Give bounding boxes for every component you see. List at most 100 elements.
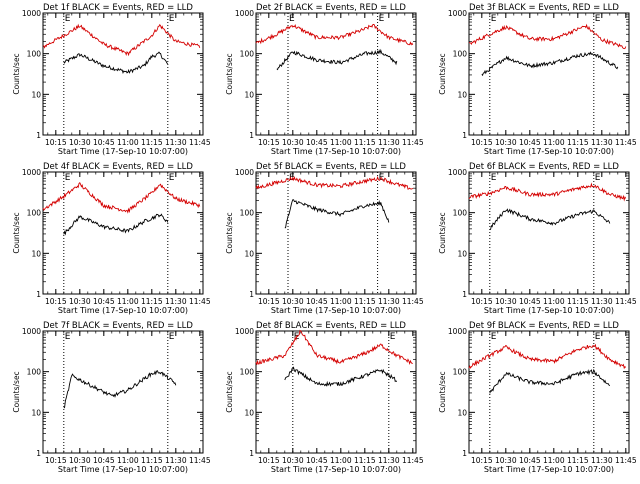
series-lld-line bbox=[468, 182, 627, 202]
series-events-line bbox=[489, 208, 611, 231]
x-axis-label: Start Time (17-Sep-10 10:07:00) bbox=[271, 306, 401, 315]
x-tick-label: 11:00 bbox=[543, 297, 565, 306]
series-events-line bbox=[63, 51, 169, 74]
event-marker-label: E bbox=[169, 14, 175, 24]
y-axis-label: Counts/sec bbox=[12, 53, 21, 94]
x-axis-label: Start Time (17-Sep-10 10:07:00) bbox=[58, 465, 188, 474]
event-marker-label: E bbox=[595, 14, 601, 24]
y-tick-label: 1000 bbox=[22, 168, 41, 177]
x-tick-label: 10:45 bbox=[93, 456, 115, 465]
y-tick-label: 1 bbox=[462, 449, 467, 458]
y-tick-label: 10 bbox=[31, 408, 41, 417]
y-tick-label: 100 bbox=[27, 209, 42, 218]
series-events-line bbox=[63, 213, 169, 236]
x-tick-label: 10:45 bbox=[306, 138, 328, 147]
x-tick-label: 10:45 bbox=[93, 297, 115, 306]
x-tick-label: 11:00 bbox=[117, 138, 139, 147]
series-lld-line bbox=[255, 23, 414, 46]
y-tick-label: 1000 bbox=[235, 168, 254, 177]
x-tick-label: 11:00 bbox=[117, 297, 139, 306]
x-tick-label: 11:30 bbox=[591, 456, 613, 465]
x-tick-label: 10:30 bbox=[69, 297, 91, 306]
panel-3: Det 3f BLACK = Events, RED = LLD 1 10 100 10… bbox=[438, 3, 637, 156]
panel-4: Det 4f BLACK = Events, RED = LLD 1 10 100 10… bbox=[12, 162, 211, 315]
event-marker-label: E bbox=[379, 14, 385, 24]
y-tick-label: 100 bbox=[240, 368, 255, 377]
x-tick-label: 11:15 bbox=[141, 138, 163, 147]
panel-title: Det 2f BLACK = Events, RED = LLD bbox=[256, 3, 406, 13]
x-tick-label: 11:00 bbox=[117, 456, 139, 465]
x-axis-label: Start Time (17-Sep-10 10:07:00) bbox=[484, 306, 614, 315]
event-marker-label: E bbox=[491, 332, 497, 342]
panel-7: Det 7f BLACK = Events, RED = LLD 1 10 100 10… bbox=[12, 321, 211, 474]
x-tick-label: 10:15 bbox=[471, 456, 493, 465]
x-tick-label: 11:00 bbox=[330, 138, 352, 147]
x-tick-label: 10:15 bbox=[45, 138, 67, 147]
x-axis-label: Start Time (17-Sep-10 10:07:00) bbox=[271, 147, 401, 156]
x-tick-label: 10:45 bbox=[519, 456, 541, 465]
x-tick-label: 11:45 bbox=[402, 297, 424, 306]
panel-2: Det 2f BLACK = Events, RED = LLD 1 10 100 10… bbox=[225, 3, 424, 156]
event-marker-label: E bbox=[65, 173, 71, 183]
x-tick-label: 11:15 bbox=[567, 138, 589, 147]
y-tick-label: 1000 bbox=[448, 327, 467, 336]
event-marker-label: E bbox=[169, 173, 175, 183]
series-events-line bbox=[63, 370, 177, 409]
plot-frame bbox=[42, 330, 204, 454]
plot-frame bbox=[255, 330, 417, 454]
x-tick-label: 11:00 bbox=[330, 456, 352, 465]
y-tick-label: 1000 bbox=[235, 9, 254, 18]
event-marker-label: E bbox=[169, 332, 175, 342]
x-tick-label: 11:15 bbox=[354, 456, 376, 465]
panel-9: Det 9f BLACK = Events, RED = LLD 1 10 100 10… bbox=[438, 321, 637, 474]
series-lld-line bbox=[255, 175, 414, 190]
x-tick-label: 10:15 bbox=[45, 297, 67, 306]
x-tick-label: 11:45 bbox=[189, 297, 211, 306]
x-tick-label: 11:15 bbox=[354, 297, 376, 306]
x-tick-label: 11:30 bbox=[591, 138, 613, 147]
y-tick-label: 100 bbox=[240, 50, 255, 59]
panel-title: Det 4f BLACK = Events, RED = LLD bbox=[43, 162, 193, 172]
x-tick-label: 11:30 bbox=[165, 297, 187, 306]
y-tick-label: 100 bbox=[27, 368, 42, 377]
y-axis-label: Counts/sec bbox=[225, 371, 234, 412]
y-tick-label: 100 bbox=[240, 209, 255, 218]
x-tick-label: 10:30 bbox=[495, 456, 517, 465]
y-tick-label: 10 bbox=[244, 249, 254, 258]
series-events-line bbox=[276, 48, 398, 71]
x-tick-label: 10:15 bbox=[45, 456, 67, 465]
x-tick-label: 11:30 bbox=[378, 456, 400, 465]
y-axis-label: Counts/sec bbox=[12, 371, 21, 412]
series-events-line bbox=[481, 51, 619, 77]
x-tick-label: 10:45 bbox=[306, 456, 328, 465]
panel-title: Det 6f BLACK = Events, RED = LLD bbox=[469, 162, 619, 172]
x-tick-label: 11:45 bbox=[402, 456, 424, 465]
panel-6: Det 6f BLACK = Events, RED = LLD 1 10 100 10… bbox=[438, 162, 637, 315]
x-tick-label: 10:15 bbox=[258, 456, 280, 465]
y-axis-label: Counts/sec bbox=[438, 53, 447, 94]
y-tick-label: 10 bbox=[31, 90, 41, 99]
x-tick-label: 11:45 bbox=[615, 138, 637, 147]
panel-title: Det 3f BLACK = Events, RED = LLD bbox=[469, 3, 619, 13]
y-tick-label: 1 bbox=[249, 290, 254, 299]
event-marker-label: E bbox=[65, 14, 71, 24]
plot-frame bbox=[468, 330, 630, 454]
plot-frame bbox=[468, 171, 630, 295]
y-axis-label: Counts/sec bbox=[438, 212, 447, 253]
y-tick-label: 1000 bbox=[448, 168, 467, 177]
x-tick-label: 11:30 bbox=[378, 297, 400, 306]
x-tick-label: 10:15 bbox=[471, 297, 493, 306]
y-tick-label: 1 bbox=[36, 131, 41, 140]
plot-frame bbox=[42, 12, 204, 136]
x-tick-label: 11:00 bbox=[543, 138, 565, 147]
panel-title: Det 9f BLACK = Events, RED = LLD bbox=[469, 321, 619, 331]
y-tick-label: 1 bbox=[249, 131, 254, 140]
x-tick-label: 11:30 bbox=[165, 456, 187, 465]
y-axis-label: Counts/sec bbox=[225, 53, 234, 94]
y-tick-label: 100 bbox=[453, 50, 468, 59]
y-tick-label: 10 bbox=[457, 408, 467, 417]
panel-title: Det 8f BLACK = Events, RED = LLD bbox=[256, 321, 406, 331]
panel-title: Det 5f BLACK = Events, RED = LLD bbox=[256, 162, 406, 172]
y-tick-label: 10 bbox=[244, 408, 254, 417]
